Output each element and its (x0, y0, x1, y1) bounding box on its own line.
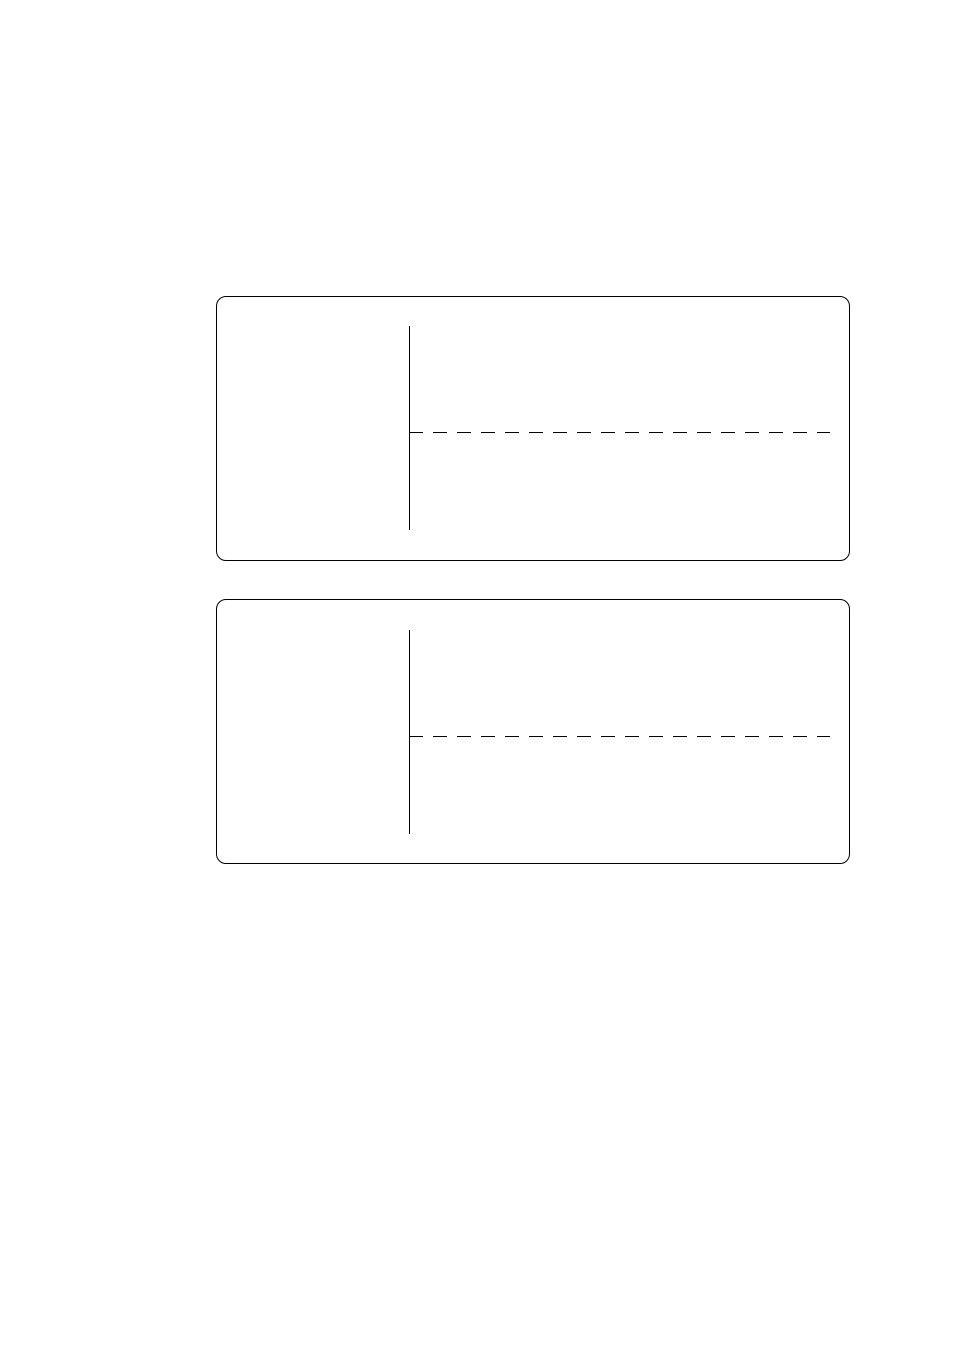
panel-1 (216, 296, 850, 561)
page (0, 0, 954, 1351)
panel-1-vertical-axis (409, 326, 410, 530)
panel-2 (216, 599, 850, 864)
panel-2-vertical-axis (409, 630, 410, 834)
panel-2-dashed-line (409, 736, 830, 737)
panel-1-dashed-line (409, 432, 830, 433)
